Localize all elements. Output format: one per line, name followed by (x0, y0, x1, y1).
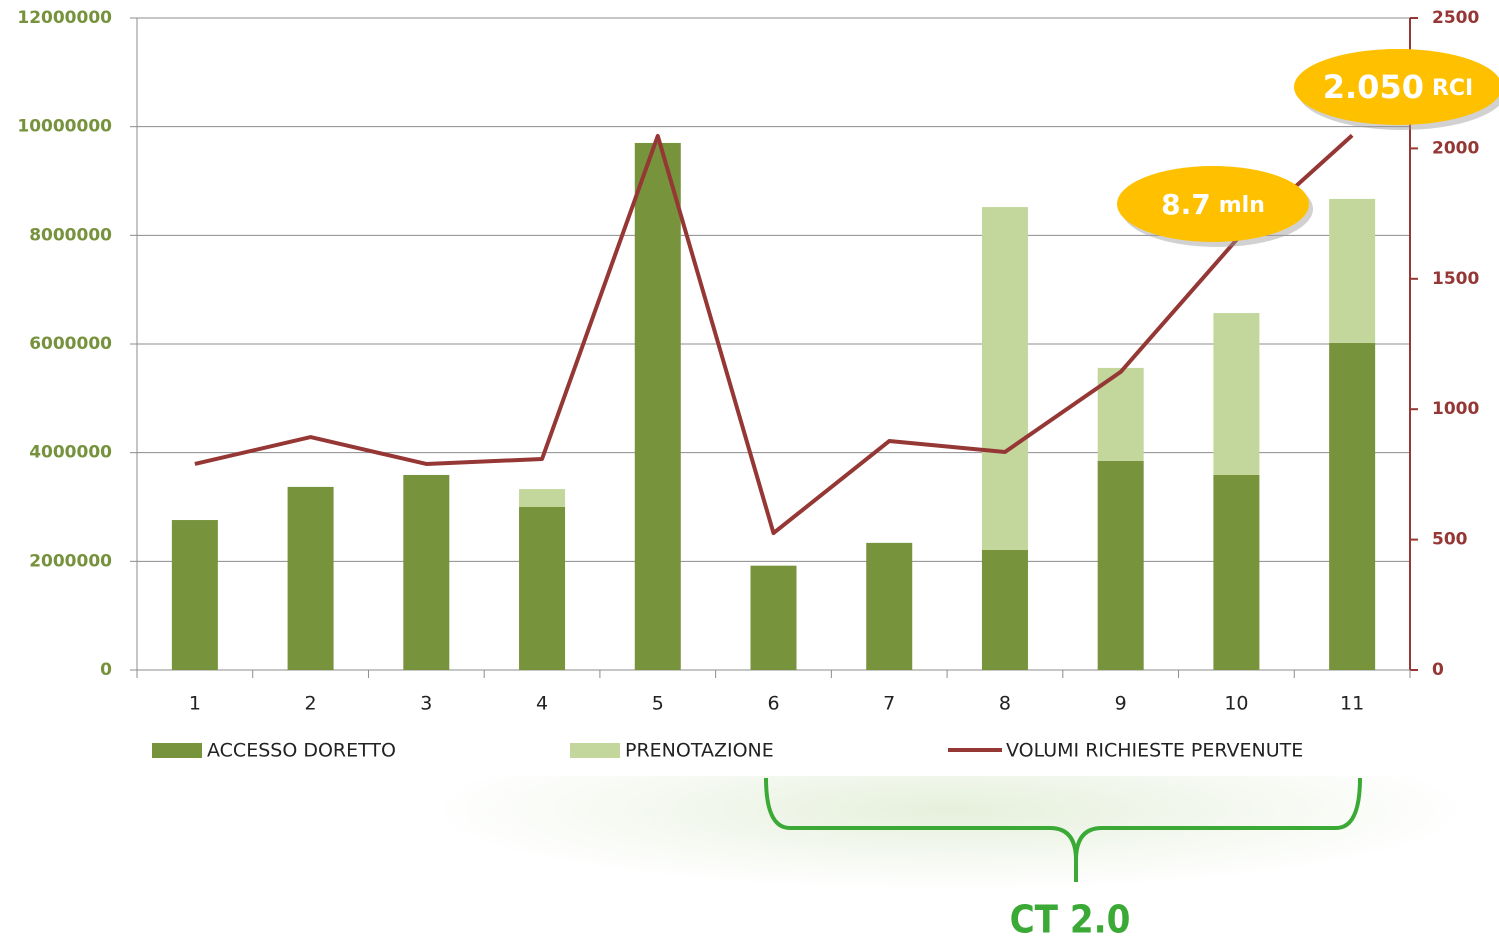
bar (1097, 460, 1144, 670)
callout-value: 8.7 (1161, 188, 1211, 221)
line (194, 133, 1354, 536)
bar (403, 474, 450, 670)
callout-label: 2.050 RCI (1323, 68, 1474, 106)
y2-tick-label: 2500 (1432, 8, 1479, 28)
bar (1329, 342, 1376, 670)
x-tick-label: 6 (767, 693, 779, 715)
legend-swatch (152, 743, 202, 758)
callout-label: 8.7 mln (1161, 188, 1265, 221)
callout (1294, 49, 1499, 125)
y-tick-label: 6000000 (29, 334, 112, 354)
bar (287, 486, 334, 670)
brace-label: CT 2.0 (1010, 898, 1131, 940)
legend-label: VOLUMI RICHIESTE PERVENUTE (1006, 740, 1303, 762)
y2-tick-label: 0 (1432, 660, 1444, 680)
y-tick-label: 10000000 (17, 117, 112, 137)
x-tick-label: 5 (652, 693, 664, 715)
plot-background (0, 0, 1499, 776)
bar (1329, 198, 1376, 343)
y2-tick-label: 1000 (1432, 399, 1479, 419)
callout-unit: RCI (1432, 76, 1473, 101)
brace (764, 777, 1362, 882)
y-tick-label: 0 (100, 660, 112, 680)
bar (750, 565, 797, 670)
x-tick-label: 4 (536, 693, 548, 715)
bar (519, 507, 566, 670)
callout (1117, 166, 1309, 242)
y2-tick-label: 1500 (1432, 269, 1479, 289)
y-tick-label: 8000000 (29, 225, 112, 245)
y2-tick-label: 2000 (1432, 138, 1479, 158)
legend-label: PRENOTAZIONE (625, 740, 774, 762)
bar (171, 520, 218, 670)
x-tick-label: 11 (1340, 693, 1364, 715)
bar (1213, 313, 1260, 475)
x-tick-label: 9 (1115, 693, 1127, 715)
x-tick-label: 7 (883, 693, 895, 715)
y-tick-label: 12000000 (17, 8, 112, 28)
legend-swatch (570, 743, 620, 758)
x-tick-label: 10 (1224, 693, 1248, 715)
bar (519, 489, 566, 507)
x-tick-label: 2 (305, 693, 317, 715)
bar (1213, 474, 1260, 670)
callout-value: 2.050 (1323, 68, 1424, 106)
legend-label: ACCESSO DORETTO (207, 740, 396, 762)
y-tick-label: 4000000 (29, 443, 112, 463)
plot-area: 0200000040000006000000800000010000000120… (17, 8, 1499, 762)
bar (866, 542, 913, 670)
bar (981, 207, 1028, 550)
callout-unit: mln (1219, 193, 1265, 218)
x-tick-label: 3 (420, 693, 432, 715)
bar (981, 549, 1028, 670)
x-tick-label: 1 (189, 693, 201, 715)
y2-tick-label: 500 (1432, 530, 1468, 550)
x-tick-label: 8 (999, 693, 1011, 715)
bar (634, 142, 681, 670)
y-tick-label: 2000000 (29, 551, 112, 571)
